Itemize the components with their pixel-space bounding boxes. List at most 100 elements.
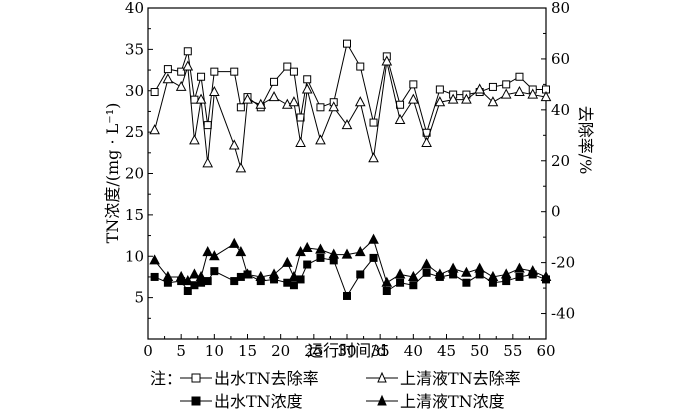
data-point — [394, 113, 406, 125]
legend-swatch-2-marker — [191, 396, 201, 406]
data-point — [462, 278, 471, 287]
x-tick-label: 25 — [304, 342, 323, 360]
data-point — [447, 262, 459, 273]
data-point — [149, 124, 160, 135]
data-point — [315, 243, 326, 254]
series-1 — [149, 55, 552, 173]
legend-label-0: 出水TN去除率 — [214, 369, 319, 388]
y-axis-right-label: 去除率/% — [576, 106, 595, 175]
data-point — [515, 72, 524, 81]
data-point — [162, 270, 174, 281]
x-tick-label: 50 — [470, 342, 489, 360]
data-point — [356, 62, 365, 71]
legend: 注： 出水TN去除率 上清液TN去除率 出水TN浓度 上清液TN浓度 — [150, 369, 521, 411]
data-point — [235, 162, 247, 173]
x-tick-label: 35 — [371, 342, 390, 360]
y-right-tick-label: 60 — [551, 50, 570, 68]
data-point — [182, 275, 194, 286]
data-point — [288, 96, 300, 107]
x-tick-label: 15 — [238, 342, 257, 360]
data-point — [209, 250, 220, 261]
data-point — [182, 60, 194, 71]
data-point — [150, 272, 159, 281]
data-point — [255, 98, 267, 109]
data-point — [434, 268, 446, 279]
data-point — [163, 65, 172, 74]
data-point — [382, 287, 391, 296]
data-point — [202, 246, 214, 257]
data-point — [303, 260, 312, 269]
y-axis-left-label: TN浓度/(mg · L⁻¹) — [103, 103, 122, 244]
data-point — [195, 270, 207, 281]
x-axis-label: 运行时间/d — [307, 341, 387, 360]
data-point — [195, 93, 207, 104]
data-point — [230, 277, 239, 286]
data-point — [368, 152, 379, 163]
ticks-layer: 0 5 10 15 20 25 30 35 40 45 50 55 60 5 10 15 20 25 30 35 40 -… — [125, 0, 575, 360]
legend-item-0: 出水TN去除率 — [180, 369, 319, 388]
data-point — [474, 83, 485, 94]
y-left-tick-label: 30 — [125, 82, 144, 100]
y-right-tick-label: 0 — [551, 203, 561, 221]
data-point — [343, 291, 351, 300]
data-point — [162, 73, 174, 84]
data-point — [242, 268, 253, 279]
y-left-tick-label: 10 — [125, 247, 144, 265]
data-point — [396, 278, 405, 287]
data-point — [228, 139, 240, 150]
y-right-tick-label: 20 — [551, 152, 570, 170]
data-point — [354, 246, 366, 257]
series-0 — [150, 39, 550, 137]
data-point — [514, 262, 525, 273]
data-point — [236, 103, 245, 112]
data-point — [175, 270, 187, 281]
series-3 — [149, 233, 552, 287]
data-point — [540, 91, 552, 102]
legend-item-1: 上清液TN去除率 — [366, 369, 521, 388]
data-point — [502, 277, 511, 286]
data-point — [316, 103, 325, 112]
data-point — [461, 93, 472, 104]
x-tick-label: 55 — [503, 342, 522, 360]
data-point — [202, 157, 214, 168]
data-point — [500, 88, 512, 99]
data-point — [421, 136, 432, 147]
data-point — [515, 272, 524, 281]
data-point — [341, 119, 353, 130]
data-point — [540, 270, 552, 281]
data-point — [210, 267, 219, 276]
y-left-tick-label: 25 — [125, 123, 144, 141]
data-point — [242, 93, 253, 104]
data-point — [281, 256, 293, 267]
data-point — [514, 85, 525, 97]
data-point — [434, 96, 446, 107]
data-point — [354, 96, 366, 107]
data-point — [487, 96, 499, 107]
data-point — [289, 67, 298, 76]
x-tick-label: 40 — [404, 342, 423, 360]
data-point — [409, 80, 418, 89]
data-point — [189, 268, 200, 279]
y-right-tick-label: 80 — [551, 0, 570, 17]
series-layer — [149, 39, 552, 300]
data-point — [268, 91, 280, 102]
data-point — [343, 39, 351, 48]
y-left-tick-label: 35 — [125, 40, 144, 58]
data-point — [268, 268, 280, 279]
data-point — [474, 262, 485, 273]
data-point — [150, 88, 159, 97]
legend-label-1: 上清液TN去除率 — [400, 369, 521, 388]
data-point — [177, 67, 186, 76]
data-point — [228, 237, 240, 248]
legend-swatch-1-marker — [377, 371, 387, 383]
legend-label-2: 出水TN浓度 — [214, 392, 303, 411]
data-point — [316, 253, 325, 262]
x-tick-label: 5 — [176, 342, 186, 360]
legend-label-3: 上清液TN浓度 — [400, 392, 505, 411]
legend-prefix: 注： — [150, 369, 182, 388]
data-point — [381, 276, 393, 287]
data-point — [149, 254, 160, 265]
data-point — [408, 270, 419, 281]
legend-item-2: 出水TN浓度 — [180, 392, 303, 411]
